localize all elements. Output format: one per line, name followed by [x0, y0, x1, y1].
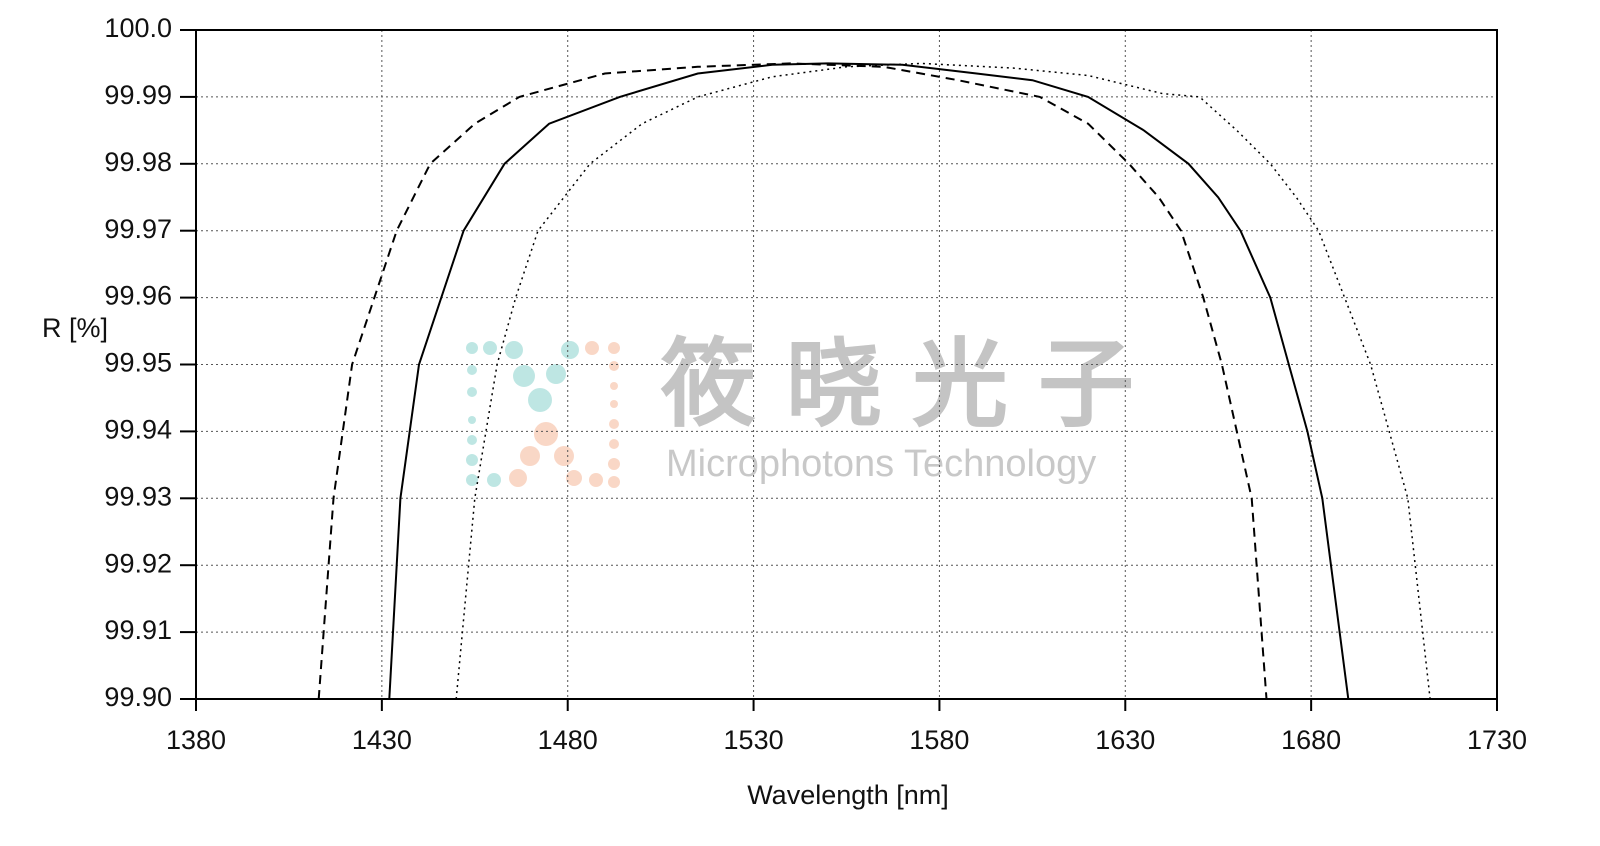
x-tick-label: 1480 — [538, 725, 598, 755]
x-tick-label: 1380 — [166, 725, 226, 755]
y-tick-label: 99.97 — [104, 214, 172, 244]
y-tick-label: 99.99 — [104, 80, 172, 110]
y-tick-label: 99.96 — [104, 281, 172, 311]
y-tick-label: 99.92 — [104, 548, 172, 578]
series-line — [317, 62, 1268, 700]
watermark-logo — [466, 341, 620, 488]
y-tick-label: 99.98 — [104, 147, 172, 177]
y-tick-label: 99.91 — [104, 615, 172, 645]
watermark-title: 筱晓光子 — [660, 331, 1164, 438]
y-tick-label: 99.90 — [104, 682, 172, 712]
x-tick-label: 1430 — [352, 725, 412, 755]
y-tick-label: 99.94 — [104, 415, 172, 445]
x-tick-label: 1630 — [1095, 725, 1155, 755]
y-tick-label: 99.95 — [104, 348, 172, 378]
watermark-subtitle: Microphotons Technology — [666, 443, 1096, 485]
y-tick-label: 99.93 — [104, 481, 172, 511]
y-tick-label: 100.0 — [104, 13, 172, 43]
y-axis-label: R [%] — [42, 313, 108, 343]
x-tick-label: 1580 — [909, 725, 969, 755]
x-axis-label: Wavelength [nm] — [747, 780, 949, 810]
plot-frame — [195, 29, 1498, 700]
series-line — [388, 62, 1350, 700]
x-tick-label: 1530 — [724, 725, 784, 755]
x-tick-label: 1730 — [1467, 725, 1527, 755]
x-tick-label: 1680 — [1281, 725, 1341, 755]
